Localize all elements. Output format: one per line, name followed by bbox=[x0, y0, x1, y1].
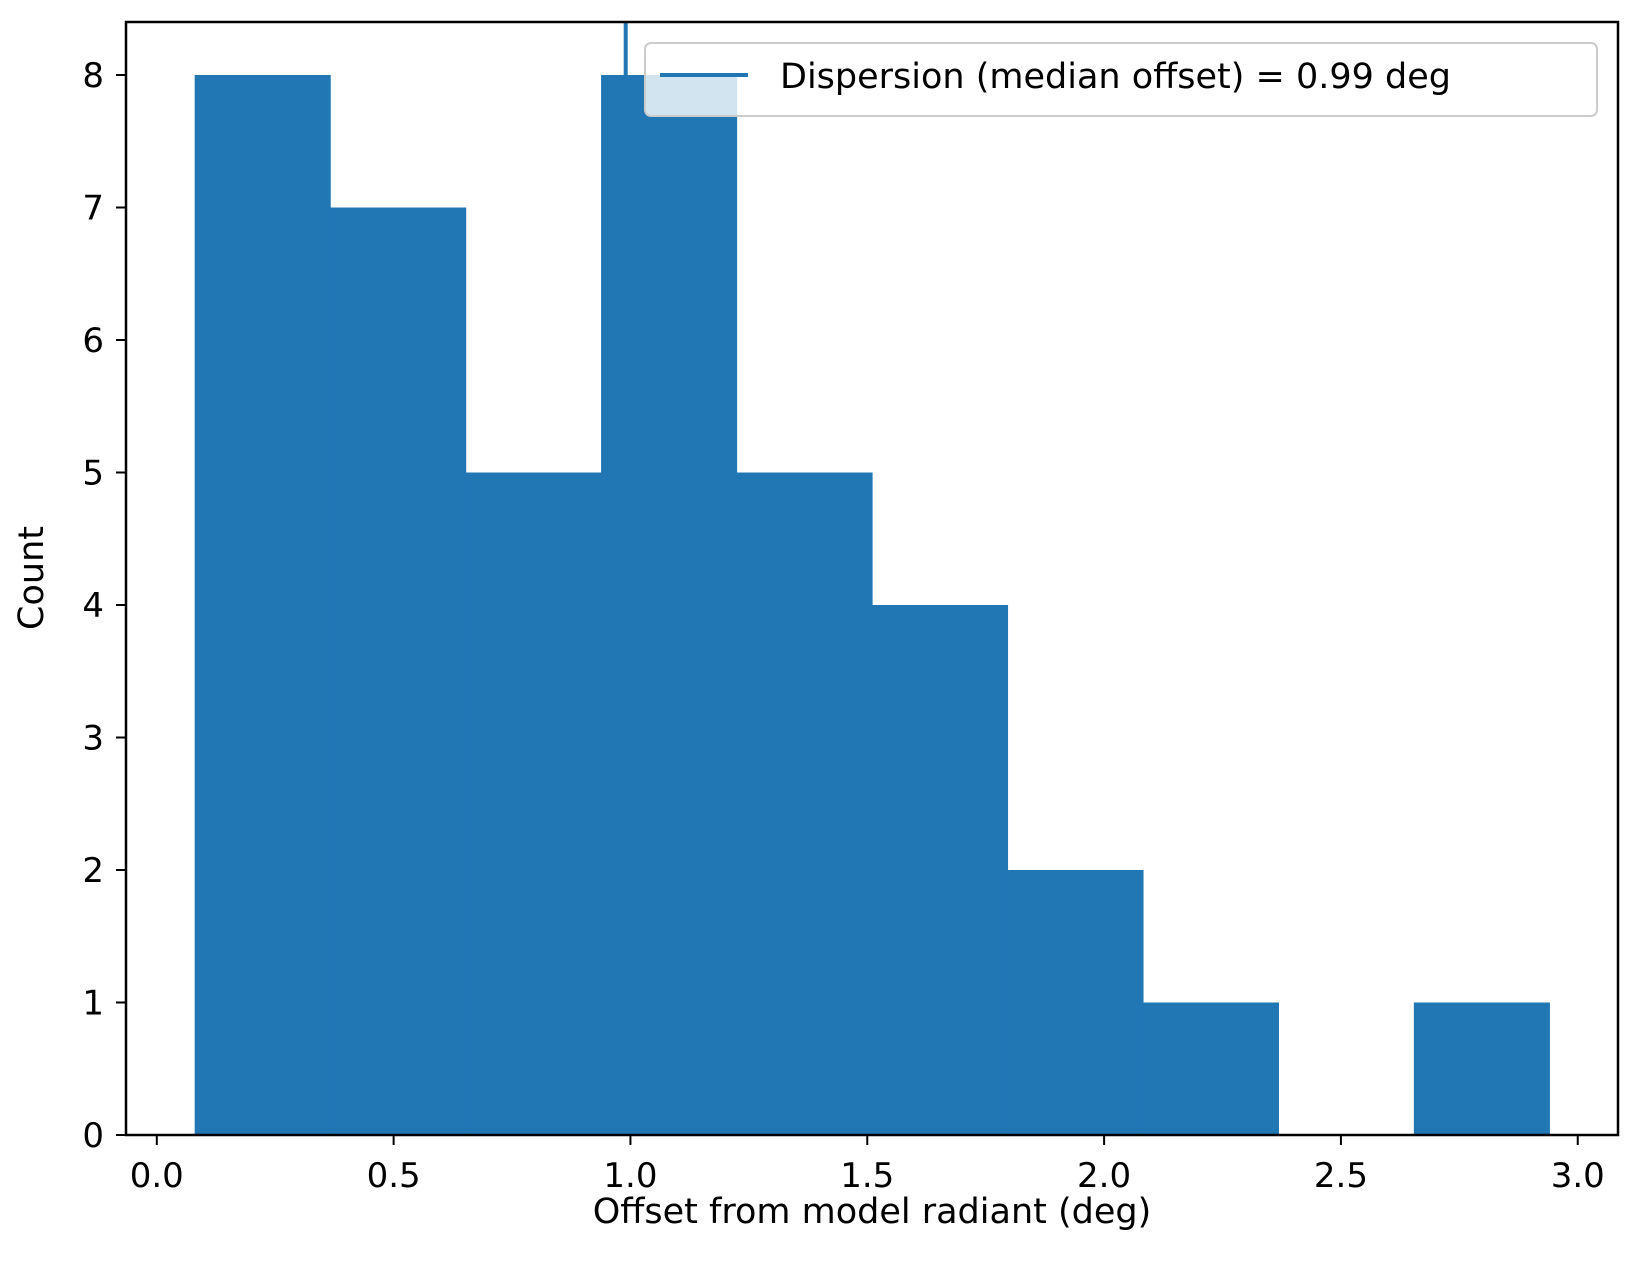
y-axis-ticks: 0 1 2 3 4 5 6 7 8 bbox=[82, 56, 126, 1156]
x-tick-label: 0.0 bbox=[130, 1156, 184, 1196]
x-tick-label: 0.5 bbox=[367, 1156, 421, 1196]
x-tick-label: 2.0 bbox=[1077, 1156, 1131, 1196]
legend: Dispersion (median offset) = 0.99 deg bbox=[644, 42, 1598, 117]
y-tick-label: 4 bbox=[82, 586, 104, 626]
y-tick-label: 6 bbox=[82, 321, 104, 361]
y-tick-label: 5 bbox=[82, 454, 104, 494]
histogram-bar bbox=[601, 75, 738, 1135]
x-axis-label: Offset from model radiant (deg) bbox=[593, 1192, 1152, 1232]
plot-frame bbox=[124, 20, 1620, 1137]
x-tick-label: 1.5 bbox=[840, 1156, 894, 1196]
y-tick-label: 2 bbox=[82, 851, 104, 891]
histogram-bar bbox=[465, 472, 602, 1135]
legend-box bbox=[644, 42, 1598, 117]
histogram-bar bbox=[194, 75, 331, 1135]
y-tick-label: 1 bbox=[82, 984, 104, 1024]
x-tick-label: 2.5 bbox=[1314, 1156, 1368, 1196]
y-tick-label: 8 bbox=[82, 56, 104, 96]
histogram-bar bbox=[736, 472, 873, 1135]
y-axis-label: Count bbox=[12, 526, 52, 630]
y-tick-label: 0 bbox=[82, 1116, 104, 1156]
x-tick-label: 1.0 bbox=[603, 1156, 657, 1196]
histogram-bar bbox=[1142, 1002, 1279, 1135]
y-tick-label: 3 bbox=[82, 719, 104, 759]
x-tick-label: 3.0 bbox=[1551, 1156, 1605, 1196]
histogram-bar bbox=[330, 207, 467, 1135]
y-tick-label: 7 bbox=[82, 189, 104, 229]
legend-label: Dispersion (median offset) = 0.99 deg bbox=[780, 57, 1451, 97]
histogram-bar bbox=[872, 605, 1009, 1135]
histogram-bar bbox=[1007, 870, 1144, 1135]
histogram-bar bbox=[1413, 1002, 1550, 1135]
x-axis-ticks: 0.0 0.5 1.0 1.5 2.0 2.5 3.0 bbox=[130, 1135, 1605, 1196]
